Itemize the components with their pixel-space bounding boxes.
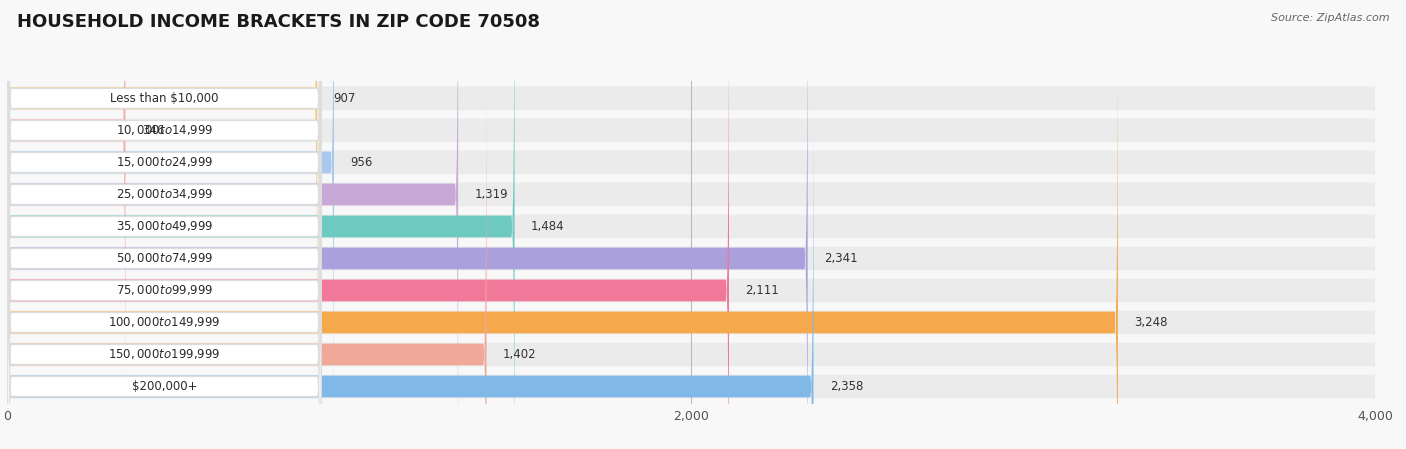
FancyBboxPatch shape bbox=[7, 87, 1375, 110]
Text: $75,000 to $99,999: $75,000 to $99,999 bbox=[115, 283, 214, 298]
Text: 1,484: 1,484 bbox=[531, 220, 565, 233]
Text: Less than $10,000: Less than $10,000 bbox=[110, 92, 218, 105]
FancyBboxPatch shape bbox=[7, 150, 1375, 174]
Text: $35,000 to $49,999: $35,000 to $49,999 bbox=[115, 220, 214, 233]
Text: $15,000 to $24,999: $15,000 to $24,999 bbox=[115, 155, 214, 169]
FancyBboxPatch shape bbox=[7, 0, 321, 449]
FancyBboxPatch shape bbox=[7, 12, 321, 449]
FancyBboxPatch shape bbox=[7, 343, 1375, 366]
Text: 907: 907 bbox=[333, 92, 356, 105]
FancyBboxPatch shape bbox=[7, 44, 321, 449]
FancyBboxPatch shape bbox=[7, 76, 321, 449]
FancyBboxPatch shape bbox=[7, 0, 458, 449]
Text: 3,248: 3,248 bbox=[1135, 316, 1168, 329]
FancyBboxPatch shape bbox=[7, 13, 1118, 449]
FancyBboxPatch shape bbox=[7, 0, 321, 440]
FancyBboxPatch shape bbox=[7, 0, 318, 408]
Text: $150,000 to $199,999: $150,000 to $199,999 bbox=[108, 348, 221, 361]
Text: $100,000 to $149,999: $100,000 to $149,999 bbox=[108, 316, 221, 330]
FancyBboxPatch shape bbox=[7, 77, 814, 449]
FancyBboxPatch shape bbox=[7, 0, 321, 449]
FancyBboxPatch shape bbox=[7, 0, 321, 409]
FancyBboxPatch shape bbox=[7, 247, 1375, 270]
Text: $25,000 to $34,999: $25,000 to $34,999 bbox=[115, 187, 214, 202]
Text: 2,358: 2,358 bbox=[830, 380, 863, 393]
Text: HOUSEHOLD INCOME BRACKETS IN ZIP CODE 70508: HOUSEHOLD INCOME BRACKETS IN ZIP CODE 70… bbox=[17, 13, 540, 31]
FancyBboxPatch shape bbox=[7, 0, 321, 449]
Text: $200,000+: $200,000+ bbox=[132, 380, 197, 393]
Text: 1,319: 1,319 bbox=[475, 188, 508, 201]
FancyBboxPatch shape bbox=[7, 0, 515, 449]
FancyBboxPatch shape bbox=[7, 215, 1375, 238]
Text: 1,402: 1,402 bbox=[503, 348, 537, 361]
FancyBboxPatch shape bbox=[7, 0, 730, 449]
FancyBboxPatch shape bbox=[7, 374, 1375, 398]
Text: $50,000 to $74,999: $50,000 to $74,999 bbox=[115, 251, 214, 265]
Text: 2,111: 2,111 bbox=[745, 284, 779, 297]
FancyBboxPatch shape bbox=[7, 0, 335, 449]
FancyBboxPatch shape bbox=[7, 45, 486, 449]
Text: $10,000 to $14,999: $10,000 to $14,999 bbox=[115, 123, 214, 137]
FancyBboxPatch shape bbox=[7, 311, 1375, 335]
FancyBboxPatch shape bbox=[7, 279, 1375, 302]
Text: 346: 346 bbox=[142, 124, 165, 137]
Text: 956: 956 bbox=[350, 156, 373, 169]
FancyBboxPatch shape bbox=[7, 0, 321, 449]
FancyBboxPatch shape bbox=[7, 119, 1375, 142]
FancyBboxPatch shape bbox=[7, 0, 807, 449]
Text: Source: ZipAtlas.com: Source: ZipAtlas.com bbox=[1271, 13, 1389, 23]
FancyBboxPatch shape bbox=[7, 0, 125, 440]
FancyBboxPatch shape bbox=[7, 183, 1375, 206]
FancyBboxPatch shape bbox=[7, 0, 321, 449]
Text: 2,341: 2,341 bbox=[824, 252, 858, 265]
